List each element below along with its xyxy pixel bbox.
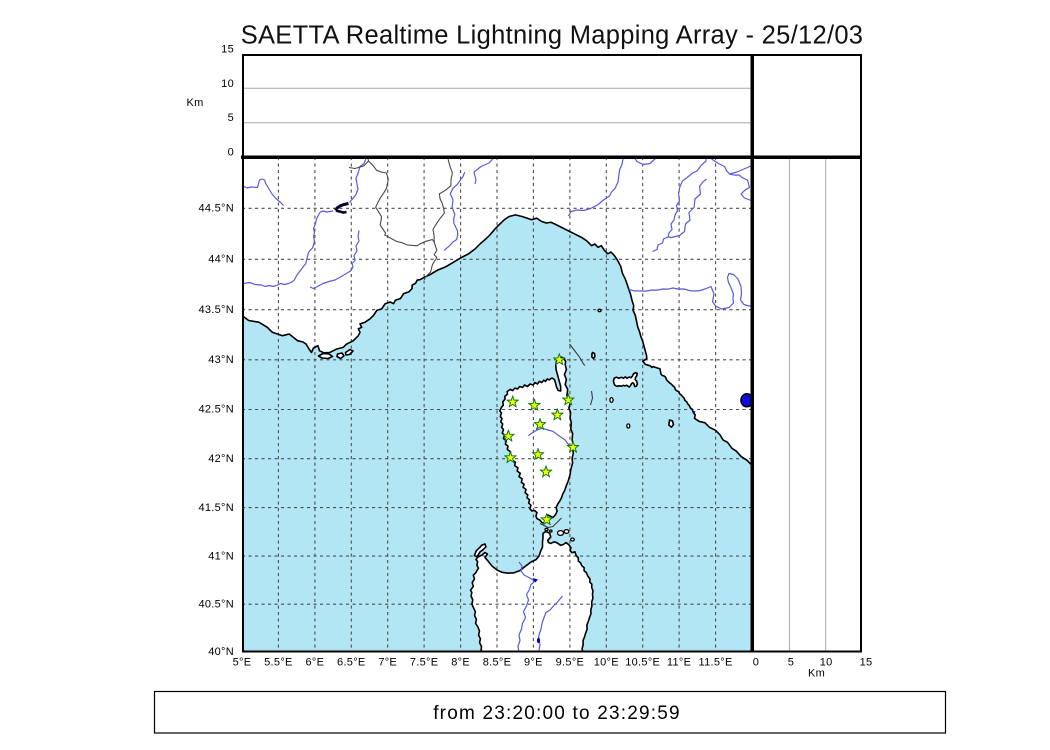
svg-text:10: 10 <box>820 656 833 668</box>
svg-text:8°E: 8°E <box>451 656 470 668</box>
svg-text:41°N: 41°N <box>208 550 234 562</box>
svg-text:44.5°N: 44.5°N <box>198 203 234 215</box>
svg-text:43.5°N: 43.5°N <box>198 304 234 316</box>
svg-text:Km: Km <box>186 97 203 109</box>
svg-text:15: 15 <box>221 44 234 56</box>
svg-text:5: 5 <box>228 112 234 124</box>
svg-text:10: 10 <box>221 78 234 90</box>
svg-text:0: 0 <box>753 656 759 668</box>
svg-text:7°E: 7°E <box>378 656 397 668</box>
svg-text:41.5°N: 41.5°N <box>198 502 234 514</box>
svg-text:44°N: 44°N <box>208 254 234 266</box>
svg-text:40°N: 40°N <box>208 646 234 658</box>
svg-text:42.5°N: 42.5°N <box>198 404 234 416</box>
svg-text:9.5°E: 9.5°E <box>556 656 585 668</box>
svg-text:43°N: 43°N <box>208 354 234 366</box>
svg-text:10.5°E: 10.5°E <box>625 656 660 668</box>
svg-text:40.5°N: 40.5°N <box>198 598 234 610</box>
svg-text:6.5°E: 6.5°E <box>337 656 366 668</box>
svg-text:5: 5 <box>788 656 794 668</box>
svg-text:from 23:20:00 to 23:29:59: from 23:20:00 to 23:29:59 <box>433 703 681 724</box>
svg-text:0: 0 <box>228 147 234 159</box>
svg-text:5.5°E: 5.5°E <box>264 656 293 668</box>
svg-text:7.5°E: 7.5°E <box>410 656 439 668</box>
svg-text:SAETTA Realtime Lightning Mapp: SAETTA Realtime Lightning Mapping Array … <box>241 22 864 50</box>
svg-text:42°N: 42°N <box>208 453 234 465</box>
svg-text:11.5°E: 11.5°E <box>699 656 733 668</box>
svg-text:8.5°E: 8.5°E <box>483 656 512 668</box>
svg-text:5°E: 5°E <box>233 656 252 668</box>
svg-text:9°E: 9°E <box>524 656 543 668</box>
svg-text:10°E: 10°E <box>594 656 619 668</box>
svg-text:15: 15 <box>860 656 873 668</box>
svg-text:6°E: 6°E <box>306 656 325 668</box>
svg-text:Km: Km <box>808 668 825 680</box>
svg-text:11°E: 11°E <box>667 656 691 668</box>
